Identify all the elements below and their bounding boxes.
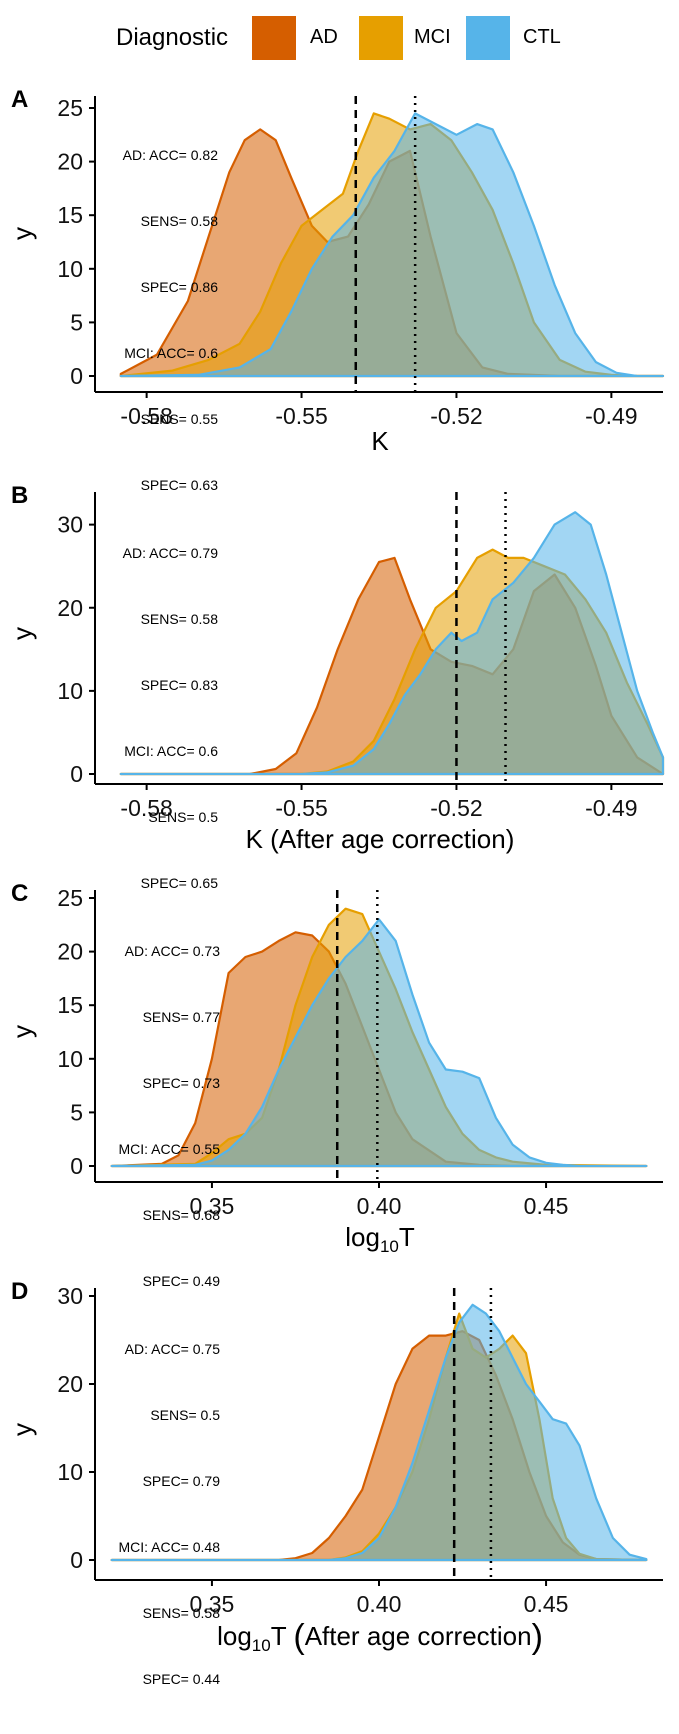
- legend-label-ad: AD: [310, 26, 338, 48]
- x-tick-label: 0.35: [190, 1193, 235, 1219]
- stats-line: SPEC= 0.65: [140, 875, 218, 891]
- y-tick-label: 20: [57, 939, 83, 965]
- density-ctl: [110, 918, 648, 1168]
- stats-line: SPEC= 0.86: [140, 279, 218, 295]
- x-tick-label: 0.45: [524, 1591, 569, 1617]
- stats-line: SENS= 0.5: [150, 1407, 220, 1423]
- x-axis-title: K (After age correction): [245, 824, 515, 854]
- y-tick-label: 10: [57, 1046, 83, 1072]
- legend-key-ctl: [466, 16, 510, 60]
- stats-line: MCI: ACC= 0.55: [118, 1141, 220, 1157]
- y-tick-label: 25: [57, 95, 83, 121]
- panel-d: D 0 10 20 30 0.35 0.40 0.45 AD: ACC= 0.75 SENS…: [0, 1278, 679, 1687]
- y-tick-label: 20: [57, 595, 83, 621]
- stats-box: AD: ACC= 0.79 SENS= 0.58 SPEC= 0.83 MCI:…: [100, 498, 218, 938]
- panel-letter: C: [11, 880, 29, 907]
- density-ctl: [110, 1303, 648, 1562]
- y-axis-title: y: [7, 1423, 37, 1436]
- x-tick-label: -0.55: [275, 403, 327, 429]
- y-axis-title: y: [7, 227, 37, 240]
- y-tick-label: 10: [57, 1459, 83, 1485]
- stats-line: SENS= 0.55: [140, 411, 218, 427]
- density-ctl: [119, 112, 665, 378]
- y-tick-label: 10: [57, 678, 83, 704]
- stats-line: SENS= 0.58: [140, 213, 218, 229]
- plot-svg: 0 10 20 30 -0.58 -0.55 -0.52 -0.49: [57, 492, 665, 821]
- stats-line: SPEC= 0.49: [142, 1273, 220, 1289]
- x-tick-label: -0.49: [585, 795, 637, 821]
- stats-line: SENS= 0.5: [148, 809, 218, 825]
- y-tick-label: 0: [70, 1547, 83, 1573]
- y-tick-label: 30: [57, 1284, 83, 1309]
- stats-line: MCI: ACC= 0.48: [118, 1539, 220, 1555]
- legend-key-mci: [359, 16, 403, 60]
- x-tick-label: 0.45: [524, 1193, 569, 1219]
- y-tick-label: 0: [70, 761, 83, 787]
- legend: Diagnostic AD MCI CTL: [0, 0, 679, 80]
- stats-line: AD: ACC= 0.75: [124, 1341, 220, 1357]
- y-tick-label: 10: [57, 256, 83, 282]
- stats-line: AD: ACC= 0.73: [124, 943, 220, 959]
- y-tick-label: 5: [70, 309, 83, 335]
- x-axis-title: log10T (After age correction): [217, 1618, 543, 1656]
- y-axis-title: y: [7, 1025, 37, 1038]
- stats-line: SPEC= 0.44: [142, 1671, 220, 1687]
- x-axis-title: K: [371, 426, 389, 456]
- plot-svg: 0 5 10 15 20 25 -0.58 -0.55 -0.52 -0.49: [57, 95, 665, 429]
- y-tick-label: 15: [57, 202, 83, 228]
- panel-letter: B: [11, 482, 29, 509]
- panel-letter: A: [11, 86, 29, 113]
- stats-box: AD: ACC= 0.75 SENS= 0.5 SPEC= 0.79 MCI: …: [100, 1294, 220, 1734]
- y-tick-label: 15: [57, 992, 83, 1018]
- y-tick-label: 20: [57, 149, 83, 175]
- y-tick-label: 0: [70, 363, 83, 389]
- legend-label-ctl: CTL: [523, 26, 561, 48]
- x-tick-label: -0.52: [430, 795, 482, 821]
- stats-line: AD: ACC= 0.82: [122, 147, 218, 163]
- x-tick-label: 0.35: [190, 1591, 235, 1617]
- stats-line: MCI: ACC= 0.6: [124, 743, 218, 759]
- stats-line: SENS= 0.58: [140, 611, 218, 627]
- panel-c: C 0 5 10 15 20 25 0.35 0.40 0.45 AD: ACC= 0.73 S…: [0, 880, 679, 1289]
- stats-box: AD: ACC= 0.73 SENS= 0.77 SPEC= 0.73 MCI:…: [100, 896, 220, 1336]
- plot-svg: 0 10 20 30 0.35 0.40 0.45: [57, 1284, 663, 1617]
- density-ctl: [119, 511, 665, 776]
- stats-line: SENS= 0.58: [142, 1605, 220, 1621]
- x-tick-label: -0.49: [585, 403, 637, 429]
- panel-b: B 0 10 20 30 -0.58 -0.55 -0.52 -0.49 AD: ACC= 0…: [0, 482, 679, 891]
- y-tick-label: 0: [70, 1153, 83, 1179]
- stats-line: SENS= 0.68: [142, 1207, 220, 1223]
- legend-label-mci: MCI: [414, 26, 451, 48]
- y-axis-title: y: [7, 627, 37, 640]
- legend-key-ad: [252, 16, 296, 60]
- stats-line: MCI: ACC= 0.6: [124, 345, 218, 361]
- stats-line: SPEC= 0.83: [140, 677, 218, 693]
- x-axis-title: log10T: [345, 1222, 415, 1257]
- y-tick-label: 25: [57, 886, 83, 911]
- y-tick-label: 20: [57, 1371, 83, 1397]
- stats-line: SENS= 0.77: [142, 1009, 220, 1025]
- stats-line: AD: ACC= 0.79: [122, 545, 218, 561]
- y-tick-label: 30: [57, 512, 83, 538]
- x-tick-label: -0.58: [120, 403, 172, 429]
- x-tick-label: -0.55: [275, 795, 327, 821]
- x-tick-label: 0.40: [357, 1193, 402, 1219]
- stats-box: AD: ACC= 0.82 SENS= 0.58 SPEC= 0.86 MCI:…: [100, 100, 218, 540]
- panel-a: A 0 5 10 15 20 25 -0.58 -0.55 -0.52 -0.49 AD: ACC…: [0, 86, 679, 493]
- stats-line: SPEC= 0.79: [142, 1473, 220, 1489]
- panel-letter: D: [11, 1278, 29, 1305]
- plot-svg: 0 5 10 15 20 25 0.35 0.40 0.45: [57, 886, 663, 1219]
- stats-line: SPEC= 0.73: [142, 1075, 220, 1091]
- stats-line: SPEC= 0.63: [140, 477, 218, 493]
- legend-title: Diagnostic: [116, 24, 229, 51]
- y-tick-label: 5: [70, 1099, 83, 1125]
- x-tick-label: -0.52: [430, 403, 482, 429]
- x-tick-label: 0.40: [357, 1591, 402, 1617]
- x-tick-label: -0.58: [120, 795, 172, 821]
